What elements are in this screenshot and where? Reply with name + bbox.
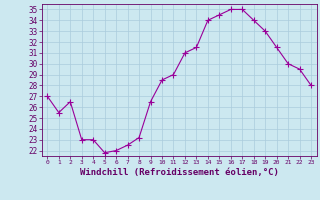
X-axis label: Windchill (Refroidissement éolien,°C): Windchill (Refroidissement éolien,°C) [80, 168, 279, 177]
